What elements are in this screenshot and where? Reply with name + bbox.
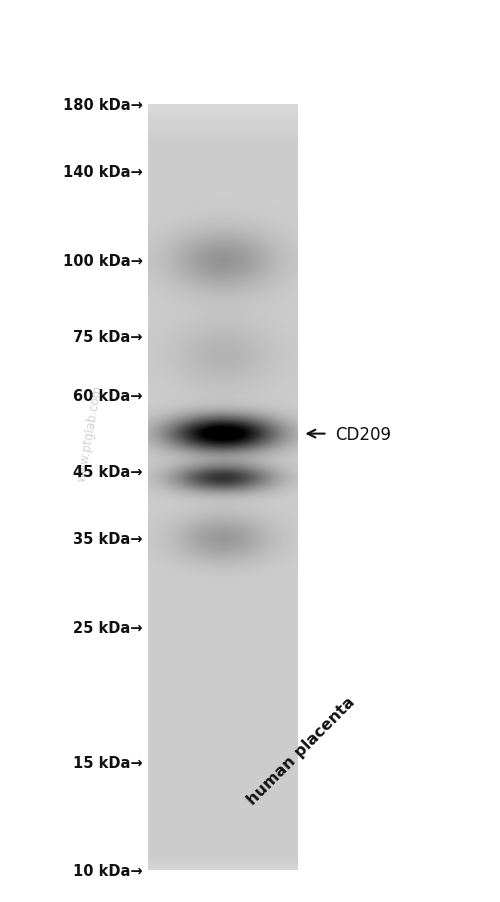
Text: 45 kDa→: 45 kDa→	[73, 465, 142, 480]
Text: 140 kDa→: 140 kDa→	[63, 164, 142, 179]
Text: 100 kDa→: 100 kDa→	[62, 253, 142, 269]
Text: 25 kDa→: 25 kDa→	[73, 621, 142, 635]
Text: www.ptglab.com: www.ptglab.com	[75, 383, 105, 483]
Text: CD209: CD209	[335, 425, 391, 443]
Text: human placenta: human placenta	[244, 694, 358, 807]
Bar	[148, 106, 298, 870]
Text: 35 kDa→: 35 kDa→	[73, 531, 142, 547]
Text: 15 kDa→: 15 kDa→	[73, 756, 142, 770]
Text: 60 kDa→: 60 kDa→	[73, 389, 142, 404]
Text: 180 kDa→: 180 kDa→	[62, 98, 142, 113]
Text: 10 kDa→: 10 kDa→	[73, 863, 142, 878]
Text: 75 kDa→: 75 kDa→	[73, 330, 142, 345]
